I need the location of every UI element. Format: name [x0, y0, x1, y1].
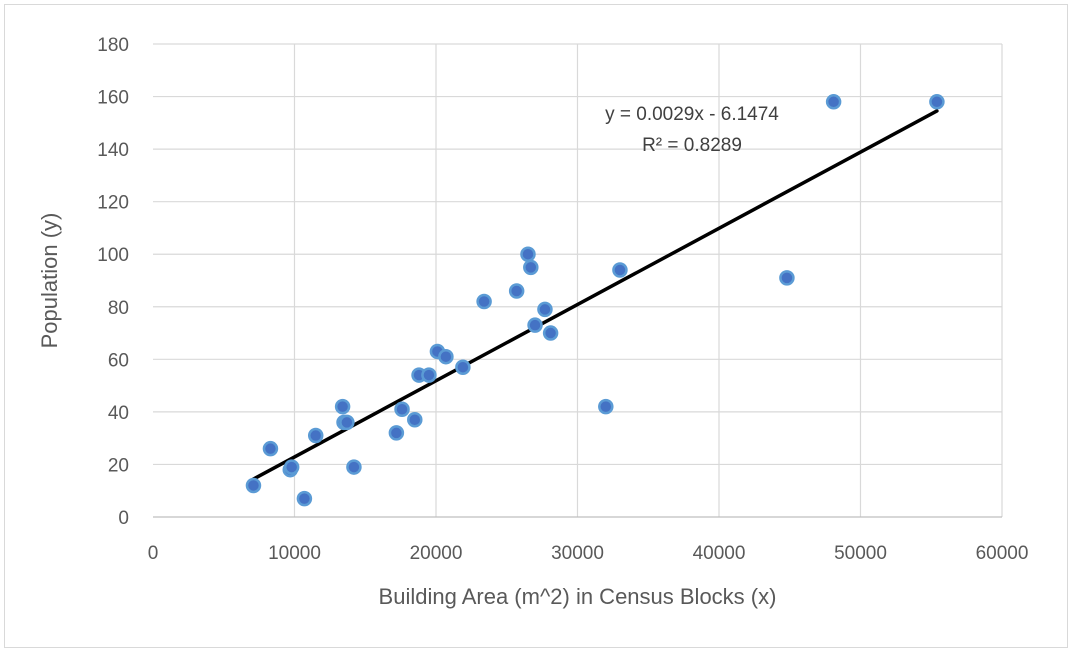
data-point [388, 425, 405, 441]
data-point [455, 359, 471, 375]
data-point [825, 94, 842, 110]
y-tick-label: 20 [108, 455, 129, 476]
data-point [520, 246, 536, 262]
data-point [523, 259, 539, 276]
data-point [508, 283, 525, 299]
data-points [245, 94, 945, 507]
data-point [438, 348, 454, 365]
x-tick-label: 40000 [693, 543, 746, 564]
y-axis-tick-labels: 0 20 40 60 80 100 120 140 160 180 [97, 35, 129, 529]
data-point [283, 459, 300, 475]
y-tick-label: 40 [108, 403, 129, 424]
data-point [476, 293, 492, 310]
data-point [307, 427, 324, 444]
x-axis-title: Building Area (m^2) in Census Blocks (x) [379, 584, 777, 609]
data-point [527, 317, 543, 333]
y-axis-title: Population (y) [37, 213, 62, 349]
x-tick-label: 50000 [834, 543, 887, 564]
gridlines [153, 43, 1003, 517]
data-point [421, 367, 437, 383]
trendline-equation-label: y = 0.0029x - 6.1474 [605, 104, 779, 125]
y-tick-label: 160 [97, 88, 129, 109]
y-tick-label: 60 [108, 350, 129, 371]
x-tick-label: 60000 [976, 543, 1029, 564]
y-tick-label: 180 [97, 35, 129, 56]
y-tick-label: 100 [97, 245, 129, 266]
data-point [929, 94, 945, 110]
x-tick-label: 0 [148, 543, 159, 564]
x-axis-tick-labels: 0 10000 20000 30000 40000 50000 60000 [148, 543, 1029, 564]
trendline [251, 109, 939, 481]
data-point [407, 412, 423, 428]
data-point [537, 301, 553, 318]
x-tick-label: 10000 [268, 543, 321, 564]
data-point [339, 414, 355, 431]
data-point [394, 401, 410, 418]
data-point [346, 459, 362, 475]
y-tick-label: 80 [108, 298, 129, 319]
trendline-r2-label: R² = 0.8289 [642, 135, 742, 156]
data-point [296, 490, 313, 507]
data-point [598, 398, 614, 415]
data-point [334, 398, 351, 415]
data-point [542, 325, 559, 341]
y-tick-label: 0 [118, 508, 129, 529]
x-tick-label: 30000 [551, 543, 604, 564]
chart-frame: 0 20 40 60 80 100 120 140 160 180 0 10000 20000 3000… [4, 4, 1068, 648]
scatter-chart: 0 20 40 60 80 100 120 140 160 180 0 10000 20000 3000… [37, 35, 1029, 609]
data-point [612, 262, 628, 278]
data-point [245, 477, 262, 494]
data-point [779, 270, 795, 286]
y-tick-label: 120 [97, 193, 129, 214]
x-tick-label: 20000 [410, 543, 463, 564]
y-tick-label: 140 [97, 140, 129, 161]
data-point [262, 440, 279, 457]
